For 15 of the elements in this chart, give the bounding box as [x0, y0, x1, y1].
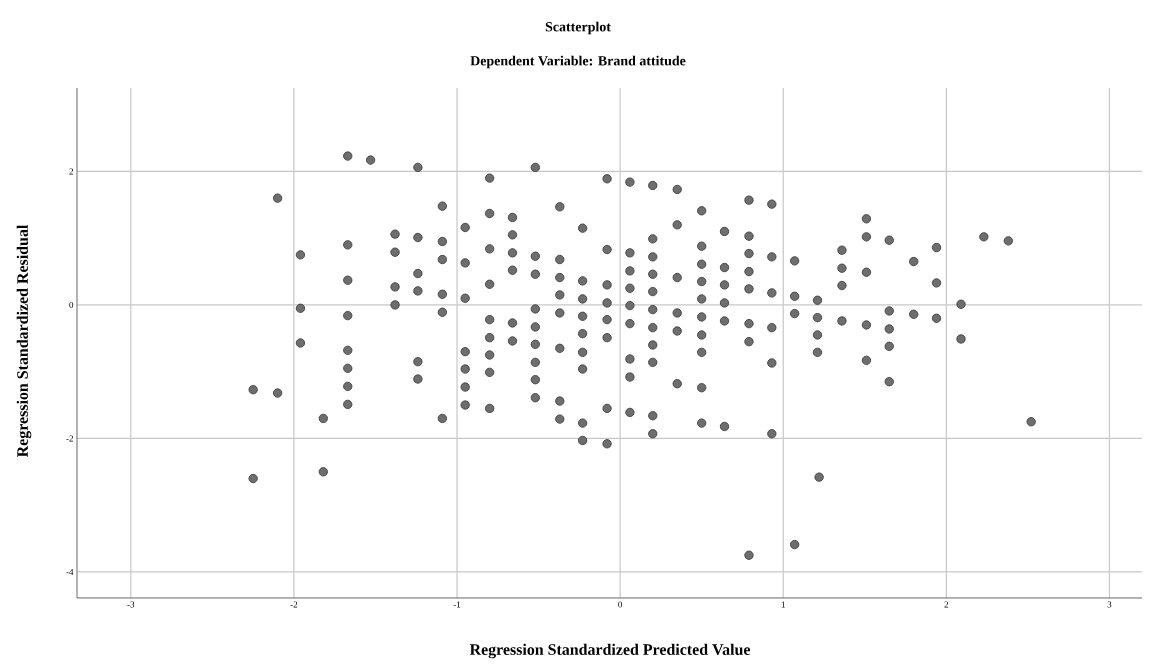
x-tick-label: 0: [618, 601, 623, 608]
x-tick-label: -3: [127, 601, 135, 608]
y-tick-label: -2: [66, 435, 73, 442]
y-axis-title: Regression Standardized Residual: [16, 224, 32, 458]
x-tick-label: 3: [1107, 601, 1112, 608]
y-tick-label: -4: [66, 568, 74, 575]
chart-title: Scatterplot: [545, 21, 611, 35]
x-tick-label: -2: [290, 601, 298, 608]
x-axis-title: Regression Standardized Predicted Value: [469, 643, 751, 659]
y-tick-label: 0: [69, 301, 74, 308]
x-tick-label: 1: [781, 601, 785, 608]
x-tick-label: 2: [944, 601, 949, 608]
x-tick-label: -1: [453, 601, 461, 608]
chart-subtitle: Dependent Variable: Brand attitude: [470, 55, 686, 69]
y-tick-label: 2: [69, 168, 73, 175]
